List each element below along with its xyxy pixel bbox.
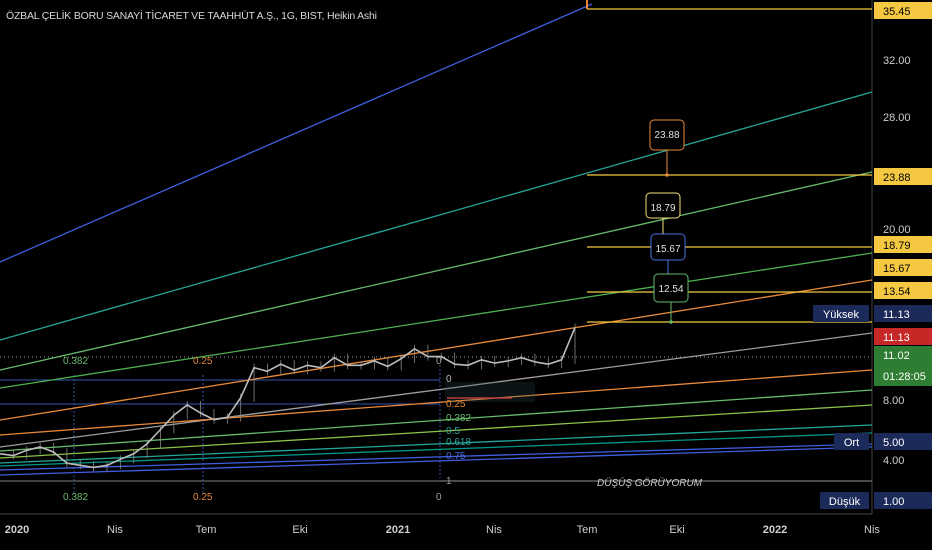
price-tag-value: 11.13 [883, 332, 910, 344]
fib-label: 0.25 [193, 492, 213, 503]
fan-line [0, 171, 873, 371]
y-tick-label: 8.00 [883, 395, 904, 407]
fan-label: 0.382 [446, 413, 471, 424]
fan-line [0, 252, 873, 389]
price-tag [874, 282, 932, 299]
fan-line [0, 332, 873, 448]
y-tick-label: 4.00 [883, 455, 904, 467]
fan-line [0, 3, 593, 263]
x-tick-label: Eki [292, 524, 307, 536]
x-tick-label: 2022 [763, 524, 787, 536]
fib-label: 0.382 [63, 356, 88, 367]
price-tag-countdown: 01:28:05 [883, 371, 926, 383]
y-tick-label: 28.00 [883, 112, 911, 124]
fan-line [0, 279, 873, 421]
price-tag [874, 236, 932, 253]
price-tag [874, 259, 932, 276]
price-tag-value: 11.02 [883, 350, 910, 362]
fib-label: 0 [436, 492, 442, 503]
annotation-text: DÜŞÜŞ GÖRÜYORUM [597, 477, 703, 489]
fan-label: 0 [446, 374, 452, 385]
price-tag [874, 328, 932, 345]
fan-line [0, 369, 873, 436]
x-tick-label: 2020 [5, 524, 29, 536]
price-tag-value: 18.79 [883, 240, 911, 252]
x-tick-label: Tem [577, 524, 598, 536]
x-tick-label: Nis [864, 524, 880, 536]
target-box [653, 273, 689, 303]
price-tag-value: 11.13 [883, 309, 910, 321]
target-box [645, 192, 681, 219]
shaded-zone [445, 382, 535, 402]
price-tag-value: 23.88 [883, 172, 911, 184]
fan-label: 1 [446, 476, 452, 487]
x-tick-label: Tem [196, 524, 217, 536]
price-tag-value: 13.54 [883, 286, 911, 298]
target-label: 15.67 [655, 244, 680, 255]
price-tag-label-bg [813, 305, 869, 322]
fib-label: 0.382 [63, 492, 88, 503]
target-box [650, 233, 686, 261]
price-line [0, 327, 576, 469]
price-tag [874, 168, 932, 185]
x-tick-label: 2021 [386, 524, 410, 536]
price-tag [874, 2, 932, 19]
fan-line [0, 432, 873, 467]
price-series [0, 323, 576, 472]
x-tick-label: Nis [107, 524, 123, 536]
y-tick-label: 20.00 [883, 224, 911, 236]
price-tag [874, 433, 932, 450]
price-tag [874, 492, 932, 509]
y-tick-label: 32.00 [883, 55, 911, 67]
fan-line [0, 424, 873, 464]
fan-label: 0.618 [446, 437, 471, 448]
x-tick-label: Nis [486, 524, 502, 536]
price-tag-value: 5.00 [883, 437, 904, 449]
price-tag [874, 346, 932, 386]
target-label: 23.88 [654, 130, 679, 141]
fib-label: 0.25 [193, 356, 213, 367]
fan-label: 0.5 [446, 426, 460, 437]
fan-line [0, 91, 873, 341]
fan-label: 0.25 [446, 399, 466, 410]
target-label: 18.79 [650, 203, 675, 214]
price-tag-value: 15.67 [883, 263, 911, 275]
price-tag-label: Yüksek [823, 309, 860, 321]
target-dot [665, 173, 669, 177]
target-box [649, 119, 685, 151]
price-tag-value: 1.00 [883, 496, 904, 508]
target-label: 12.54 [658, 284, 683, 295]
price-tag-value: 35.45 [883, 6, 911, 18]
price-tag-label: Ort [844, 437, 859, 449]
price-tag-label-bg [834, 433, 869, 450]
fan-line [0, 404, 873, 459]
target-dot [669, 320, 673, 324]
fib-label: 0 [436, 356, 442, 367]
x-tick-label: Eki [669, 524, 684, 536]
price-tag [874, 305, 932, 322]
fan-line [0, 443, 873, 471]
fan-line [0, 446, 873, 476]
chart-title: ÖZBAL ÇELİK BORU SANAYİ TİCARET VE TAAHH… [6, 10, 377, 22]
fan-label: 0.75 [446, 451, 466, 462]
fan-line [0, 389, 873, 452]
price-tag-label: Düşük [829, 496, 861, 508]
price-tag-label-bg [820, 492, 869, 509]
